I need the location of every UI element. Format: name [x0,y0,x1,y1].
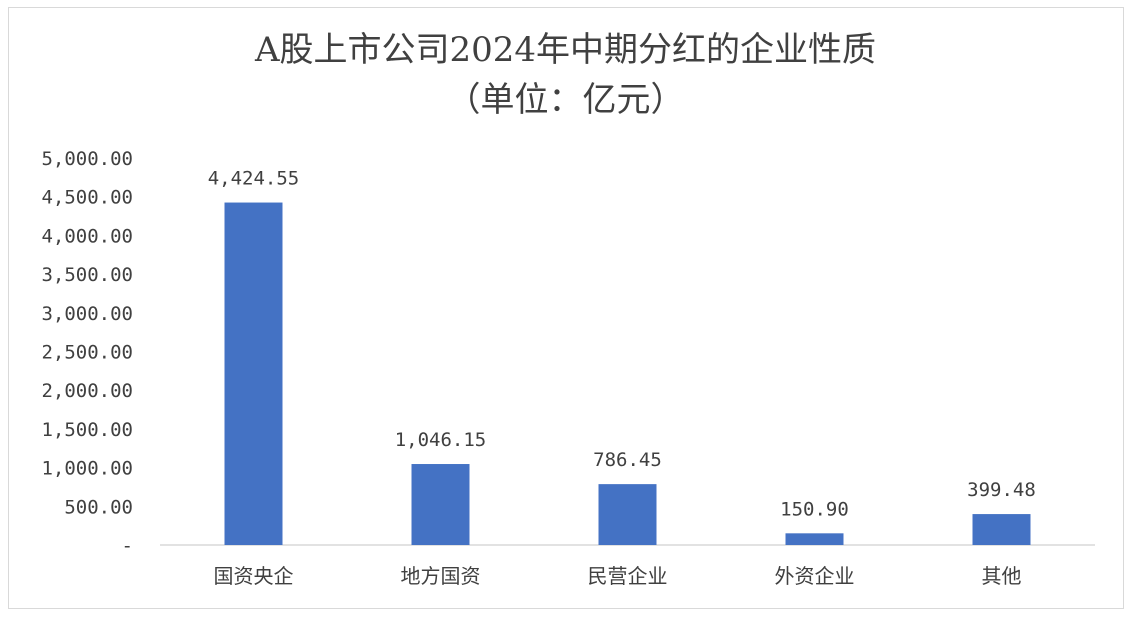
bar [224,202,283,545]
y-tick-label: 2,000.00 [41,380,133,402]
category-label: 民营企业 [588,564,668,588]
category-label: 国资央企 [214,564,294,588]
data-label: 4,424.55 [208,168,300,190]
y-tick-label: - [122,535,133,557]
y-tick-label: 2,500.00 [41,342,133,364]
y-tick-label: 1,000.00 [41,458,133,480]
chart-frame [8,7,1124,609]
y-tick-label: 4,500.00 [41,187,133,209]
data-label: 399.48 [967,479,1036,501]
data-label: 786.45 [593,449,662,471]
y-tick-label: 3,000.00 [41,303,133,325]
data-label: 1,046.15 [395,429,487,451]
bar [411,464,470,545]
y-tick-label: 3,500.00 [41,264,133,286]
y-tick-label: 1,500.00 [41,419,133,441]
y-tick-label: 4,000.00 [41,225,133,247]
category-label: 地方国资 [401,564,481,588]
bar [598,484,657,545]
y-tick-label: 5,000.00 [41,148,133,170]
chart-title: A股上市公司2024年中期分红的企业性质 [254,30,877,70]
data-label: 150.90 [780,498,849,520]
chart-subtitle: （单位：亿元） [446,80,685,120]
category-label: 其他 [982,564,1022,588]
bar [785,533,844,545]
y-tick-label: 500.00 [64,496,133,518]
bar [972,514,1031,545]
category-label: 外资企业 [775,564,855,588]
